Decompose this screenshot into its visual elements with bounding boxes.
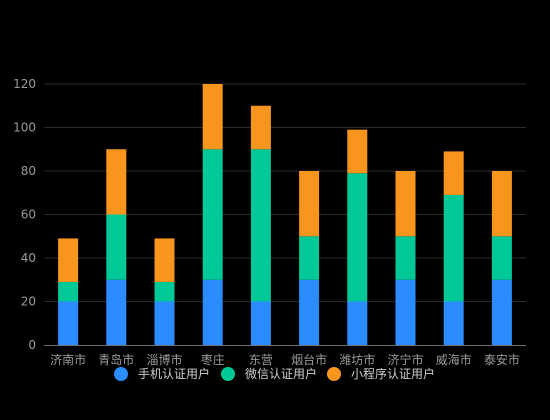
legend-label: 小程序认证用户 [351,366,435,381]
legend-label: 手机认证用户 [138,366,210,381]
bar-segment [299,279,320,345]
bar-segment [347,173,368,302]
bar-segment [299,171,320,237]
y-tick-label: 80 [21,164,36,178]
legend: 手机认证用户 微信认证用户 小程序认证用户 [114,366,435,381]
bar-segment [395,236,416,280]
y-tick-label: 100 [13,121,36,135]
x-tick-label: 威海市 [436,352,472,367]
bar-segment [443,151,464,195]
x-tick-label: 淄博市 [146,352,182,367]
bar-segment [250,105,271,150]
bar-segment [443,194,464,302]
bar-segment [250,301,271,345]
y-tick-label: 0 [28,338,36,352]
y-tick-label: 40 [21,251,36,265]
bar-segment [491,279,512,345]
legend-marker [221,367,235,381]
x-tick-label: 济宁市 [387,352,423,367]
x-tick-label: 东营 [249,353,273,367]
x-tick-label: 青岛市 [98,352,134,367]
y-axis: 0 20 40 60 80 100 120 [13,77,36,352]
bar-segment [299,236,320,280]
bars [58,84,512,345]
legend-marker [114,367,128,381]
x-tick-label: 济南市 [50,352,86,367]
bar-segment [58,281,79,302]
y-tick-label: 60 [21,208,36,222]
bar-segment [250,149,271,302]
bar-segment [154,281,175,302]
bar-segment [347,301,368,345]
x-tick-label: 潍坊市 [339,352,375,367]
x-axis: 济南市 青岛市 淄博市 枣庄 东营 烟台市 潍坊市 济宁市 威海市 泰安市 [50,352,520,367]
x-tick-label: 枣庄 [201,352,225,367]
bar-segment [106,214,127,280]
y-tick-label: 120 [13,77,36,91]
bar-segment [106,149,127,215]
bar-segment [202,149,223,280]
x-tick-label: 泰安市 [484,352,520,367]
bar-segment [491,171,512,237]
bar-segment [202,84,223,150]
bar-segment [106,279,127,345]
bar-segment [58,301,79,345]
bar-segment [58,238,79,282]
bar-segment [395,171,416,237]
bar-segment [202,279,223,345]
y-tick-label: 20 [21,295,36,309]
bar-segment [395,279,416,345]
legend-label: 微信认证用户 [245,366,317,381]
bar-segment [154,238,175,282]
bar-segment [154,301,175,345]
bar-segment [491,236,512,280]
x-tick-label: 烟台市 [291,352,327,367]
bar-segment [347,129,368,174]
bar-segment [443,301,464,345]
legend-marker [327,367,341,381]
